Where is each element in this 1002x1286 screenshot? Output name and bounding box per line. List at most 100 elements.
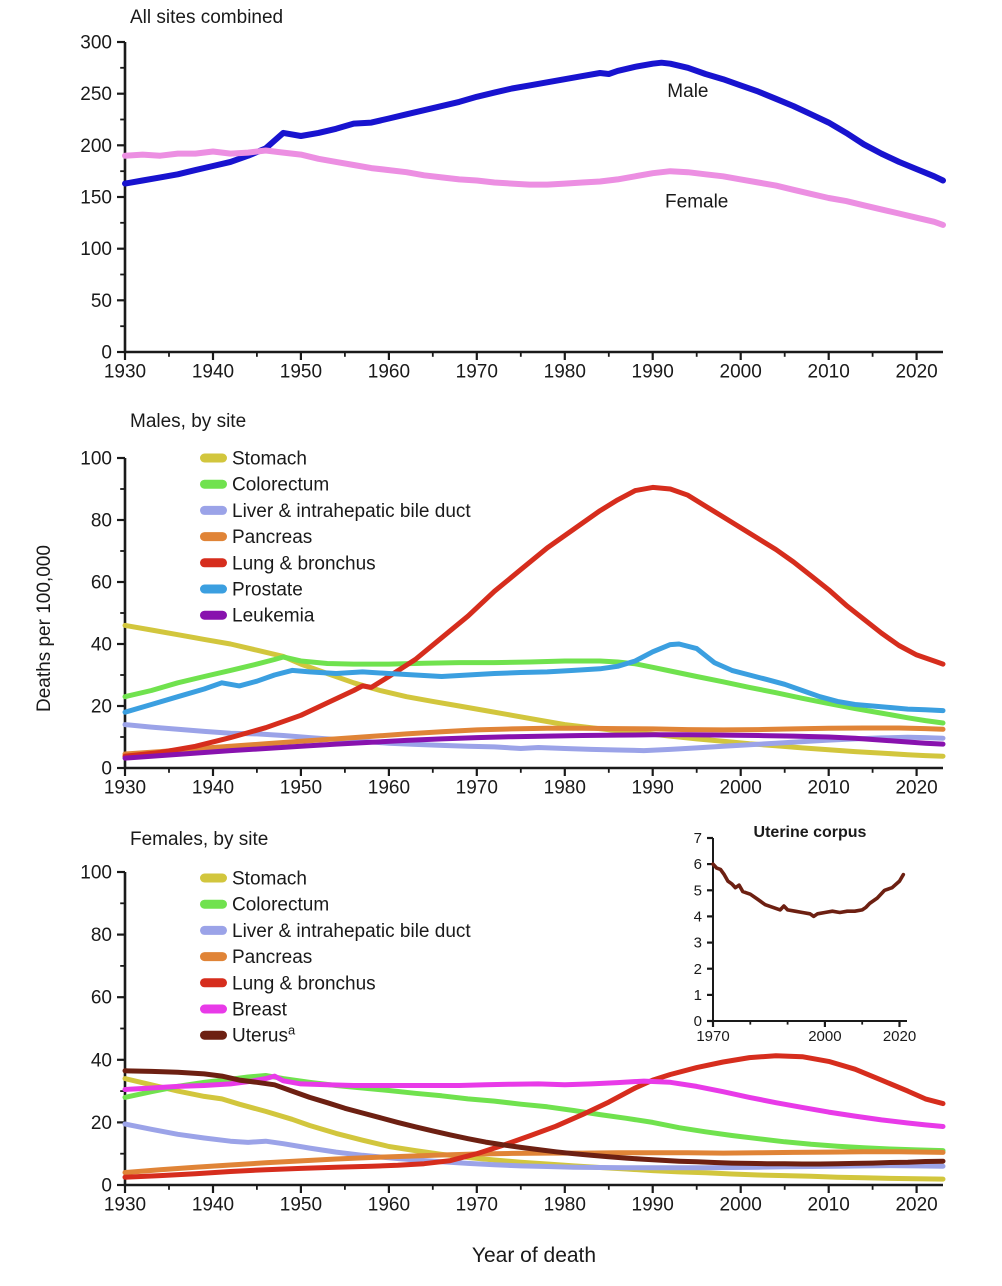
legend-swatch-pancreas <box>200 532 227 542</box>
y-tick-label: 40 <box>91 634 112 655</box>
x-tick-label: 1990 <box>632 777 674 798</box>
series-line-stomach <box>122 1076 946 1182</box>
x-tick-label: 1960 <box>368 777 410 798</box>
x-tick-label: 2020 <box>895 361 937 382</box>
series-line-colorectum <box>122 654 946 726</box>
series-line-stomach <box>122 622 946 759</box>
series-line-lung-bronchus <box>122 1053 946 1180</box>
y-tick-label: 20 <box>91 696 112 717</box>
legend-label-uterus: Uterusa <box>232 1023 296 1047</box>
y-tick-label: 0 <box>101 342 112 363</box>
x-tick-label: 1980 <box>544 361 586 382</box>
y-tick-label: 0 <box>101 758 112 779</box>
x-tick-label: 1930 <box>104 1194 146 1215</box>
legend-swatch-uterus <box>200 1030 227 1040</box>
x-tick-label: 1950 <box>280 777 322 798</box>
legend-swatch-stomach <box>200 873 227 883</box>
legend-swatch-liver-intrahepatic-bile-duct <box>200 925 227 935</box>
series-line-colorectum <box>122 1073 946 1154</box>
legend-label-stomach: Stomach <box>232 448 307 469</box>
x-tick-label: 2000 <box>720 1194 762 1215</box>
x-tick-label: 1930 <box>104 777 146 798</box>
x-tick-label: 1930 <box>104 361 146 382</box>
y-tick-label: 60 <box>91 988 112 1009</box>
y-tick-label: 4 <box>694 909 702 926</box>
series-annotation-male: Male <box>667 81 708 102</box>
panel-title-females-by-site: Females, by site <box>130 829 269 850</box>
inset-title-uterine-corpus: Uterine corpus <box>753 824 867 841</box>
series-line-uterine-corpus <box>711 862 906 919</box>
chart-uterine-corpus: 1970 2000 2020 0 1 2 3 4 5 6 7 <box>694 830 917 1045</box>
x-tick-label: 1940 <box>192 1194 234 1215</box>
legend-swatch-lung-bronchus <box>200 558 227 568</box>
x-tick-label: 2020 <box>895 777 937 798</box>
legend-swatch-lung-bronchus <box>200 978 227 988</box>
y-axis-label: Deaths per 100,000 <box>34 545 55 712</box>
series-line-lung-bronchus <box>122 484 946 759</box>
legend-swatch-stomach <box>200 453 227 463</box>
y-tick-label: 1 <box>694 987 702 1004</box>
panel-title-all-sites: All sites combined <box>130 7 284 28</box>
series-line-uterus <box>122 1068 946 1167</box>
legend-label-colorectum: Colorectum <box>232 895 329 916</box>
x-tick-label: 2010 <box>808 777 850 798</box>
legend-label-prostate: Prostate <box>232 579 303 600</box>
legend-swatch-prostate <box>200 584 227 594</box>
legend-label-colorectum: Colorectum <box>232 475 329 496</box>
legend-label-lung-bronchus: Lung & bronchus <box>232 553 376 574</box>
y-tick-label: 250 <box>80 84 112 105</box>
y-tick-label: 0 <box>101 1175 112 1196</box>
chart-all-sites: 1930 1940 1950 1960 1970 1980 1990 2000 2010 2020… <box>80 32 946 382</box>
y-tick-label: 60 <box>91 572 112 593</box>
legend-label-breast: Breast <box>232 999 288 1020</box>
legend-label-stomach: Stomach <box>232 868 307 889</box>
series-line-male <box>122 59 946 187</box>
x-tick-label: 2000 <box>720 361 762 382</box>
y-tick-label: 2 <box>694 961 702 978</box>
legend-label-liver-intrahepatic-bile-duct: Liver & intrahepatic bile duct <box>232 921 471 942</box>
y-tick-label: 80 <box>91 510 112 531</box>
x-tick-label: 1970 <box>456 777 498 798</box>
legend-label-pancreas: Pancreas <box>232 527 312 548</box>
x-tick-label: 2020 <box>895 1194 937 1215</box>
series-line-breast <box>122 1073 946 1129</box>
x-tick-label: 2000 <box>808 1028 841 1045</box>
x-tick-label: 1950 <box>280 361 322 382</box>
x-tick-label: 1950 <box>280 1194 322 1215</box>
series-line-prostate <box>122 641 946 715</box>
x-tick-label: 1960 <box>368 1194 410 1215</box>
legend-swatch-colorectum <box>200 899 227 909</box>
y-tick-label: 3 <box>694 935 702 952</box>
y-tick-label: 20 <box>91 1113 112 1134</box>
series-line-liver-intrahepatic-bile-duct <box>122 1121 946 1171</box>
legend-swatch-liver-intrahepatic-bile-duct <box>200 505 227 515</box>
x-tick-label: 1970 <box>696 1028 729 1045</box>
legend-swatch-pancreas <box>200 952 227 962</box>
y-tick-label: 6 <box>694 856 702 873</box>
x-tick-label: 2010 <box>808 1194 850 1215</box>
x-tick-label: 2000 <box>720 777 762 798</box>
x-tick-label: 2020 <box>883 1028 916 1045</box>
axes-uterine-corpus <box>712 838 907 1022</box>
y-tick-label: 100 <box>80 862 112 883</box>
x-tick-label: 1990 <box>632 361 674 382</box>
y-tick-label: 150 <box>80 187 112 208</box>
x-tick-label: 1940 <box>192 361 234 382</box>
legend-swatch-breast <box>200 1004 227 1014</box>
series-line-pancreas <box>122 725 946 757</box>
legend-label-leukemia: Leukemia <box>232 606 315 627</box>
y-tick-label: 0 <box>694 1013 702 1030</box>
chart-males-by-site: 1930 1940 1950 1960 1970 1980 1990 2000 2010 2020… <box>80 448 946 798</box>
y-tick-label: 7 <box>694 830 702 847</box>
y-tick-label: 100 <box>80 448 112 469</box>
legend-label-lung-bronchus: Lung & bronchus <box>232 973 376 994</box>
x-tick-label: 1980 <box>544 1194 586 1215</box>
series-line-female <box>122 147 946 228</box>
x-axis-label: Year of death <box>471 1244 597 1267</box>
x-tick-label: 1940 <box>192 777 234 798</box>
x-tick-label: 1970 <box>456 361 498 382</box>
x-tick-label: 1970 <box>456 1194 498 1215</box>
x-tick-label: 1990 <box>632 1194 674 1215</box>
